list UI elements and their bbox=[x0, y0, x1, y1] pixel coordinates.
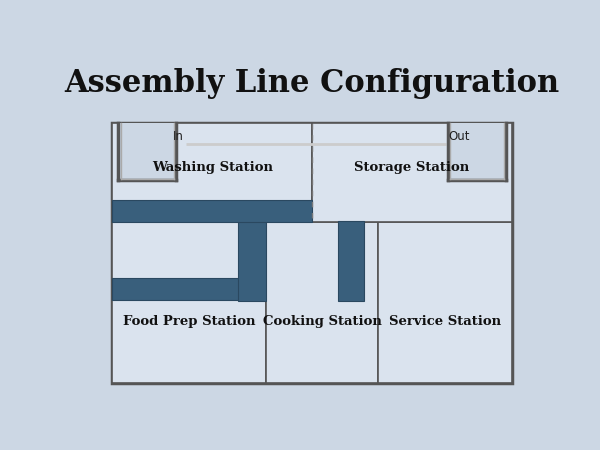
Bar bbox=[118, 123, 176, 180]
Text: Food Prep Station: Food Prep Station bbox=[123, 315, 256, 328]
Bar bbox=[312, 123, 512, 222]
Bar bbox=[115, 126, 509, 381]
Text: Out: Out bbox=[448, 130, 470, 143]
Bar bbox=[266, 222, 378, 383]
Bar bbox=[448, 123, 506, 180]
Bar bbox=[112, 222, 266, 383]
Bar bbox=[378, 222, 512, 383]
Text: Service Station: Service Station bbox=[389, 315, 501, 328]
Text: Storage Station: Storage Station bbox=[355, 161, 470, 174]
Bar bbox=[112, 278, 252, 300]
Text: In: In bbox=[173, 130, 184, 143]
Bar bbox=[238, 221, 266, 302]
Text: Cooking Station: Cooking Station bbox=[263, 315, 382, 328]
Text: Washing Station: Washing Station bbox=[152, 161, 272, 174]
Bar bbox=[112, 200, 312, 222]
Bar bbox=[112, 123, 312, 222]
Text: Assembly Line Configuration: Assembly Line Configuration bbox=[65, 68, 560, 99]
Bar bbox=[338, 221, 364, 302]
Bar bbox=[112, 123, 512, 383]
